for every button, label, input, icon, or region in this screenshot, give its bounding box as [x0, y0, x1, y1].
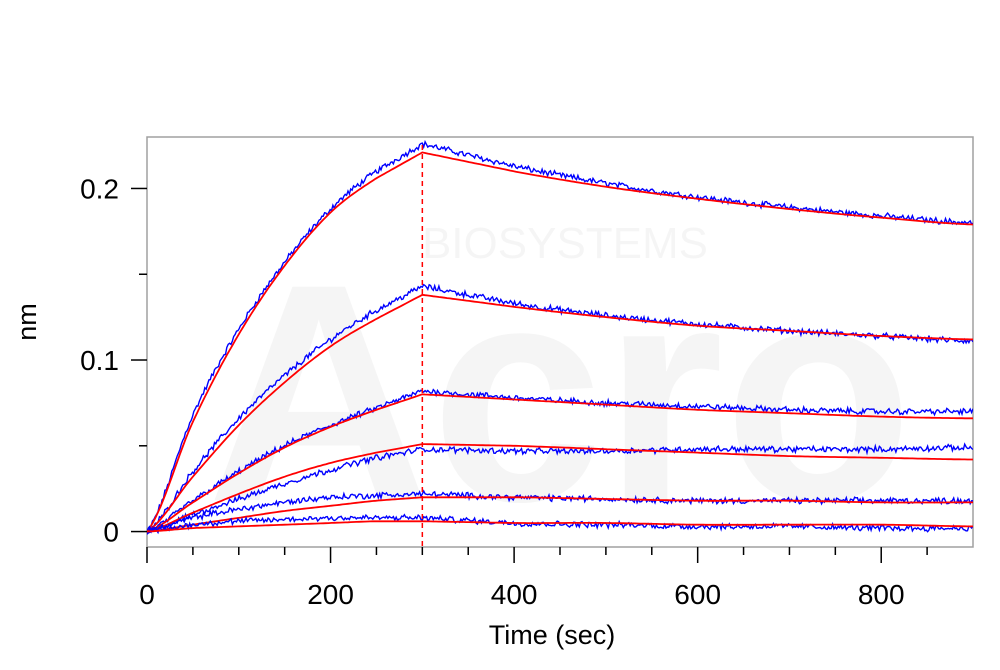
fit-curve-6: [147, 520, 973, 533]
x-tick-label: 600: [674, 579, 721, 610]
measured-curve-4: [147, 442, 973, 534]
y-tick-label: 0: [103, 517, 119, 548]
x-tick-label: 400: [491, 579, 538, 610]
y-tick-label: 0.1: [80, 345, 119, 376]
x-axis-title: Time (sec): [489, 620, 616, 650]
measured-curve-2: [147, 283, 973, 532]
watermark-subtext: BIOSYSTEMS: [422, 219, 708, 268]
curves-layer: [147, 139, 973, 535]
x-axis: 0 200 400 600 800: [139, 547, 928, 610]
y-axis: 0 0.1 0.2: [80, 173, 147, 548]
y-axis-title: nm: [12, 303, 42, 341]
fit-curve-3: [147, 393, 973, 533]
x-tick-label: 800: [858, 579, 905, 610]
x-tick-label: 200: [307, 579, 354, 610]
watermark: Acro BIOSYSTEMS: [207, 219, 913, 566]
measured-curve-6: [147, 513, 973, 535]
fit-curve-4: [147, 443, 973, 533]
watermark-logo: Acro: [207, 219, 913, 566]
y-tick-label: 0.2: [80, 173, 119, 204]
measured-curve-3: [147, 388, 973, 533]
measured-curve-1: [147, 139, 973, 532]
x-tick-label: 0: [139, 579, 155, 610]
fit-curve-2: [147, 293, 973, 533]
fit-curve-1: [147, 151, 973, 533]
fit-curve-5: [147, 496, 973, 533]
